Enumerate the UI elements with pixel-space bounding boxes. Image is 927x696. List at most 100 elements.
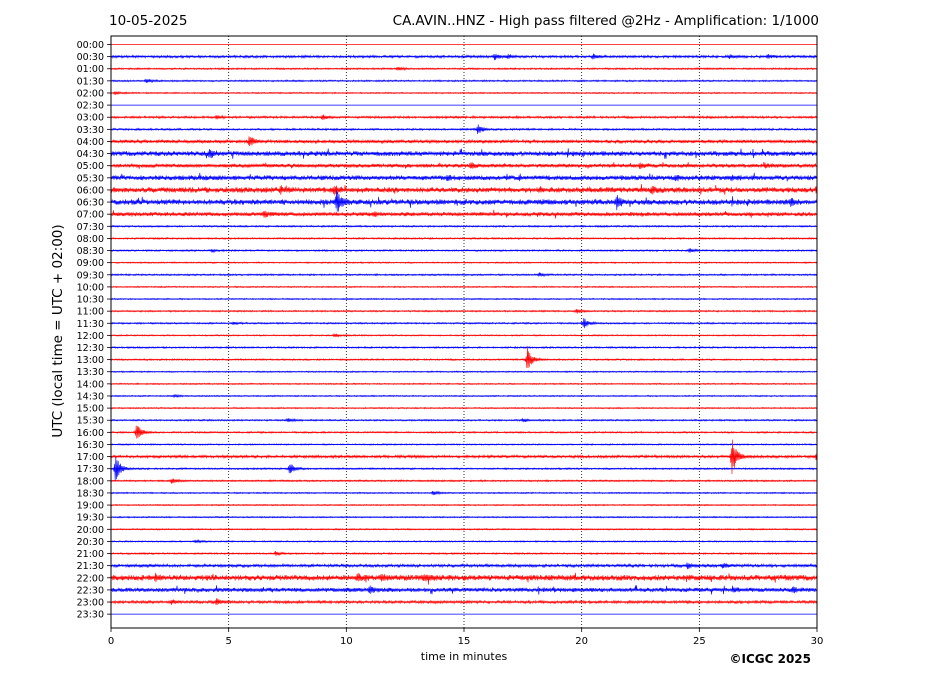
vertical-grid: [228, 36, 700, 628]
x-tick-label: 25: [693, 636, 706, 647]
y-tick-label: 15:00: [77, 404, 104, 415]
trace-0130: [110, 78, 817, 84]
trace-0930: [110, 272, 817, 277]
trace-0100: [110, 66, 817, 71]
y-tick-label: 15:30: [77, 416, 104, 427]
y-tick-label: 20:30: [77, 537, 104, 548]
trace-1630: [110, 443, 817, 446]
trace-1430: [110, 393, 817, 398]
trace-1730: [110, 457, 817, 482]
y-tick-label: 00:30: [77, 52, 104, 63]
y-tick-label: 12:00: [77, 331, 104, 342]
x-tick-label: 15: [458, 636, 471, 647]
y-tick-label: 04:00: [77, 137, 104, 148]
x-ticks: 0 5 10 15 20 25 30: [108, 628, 824, 647]
trace-1800: [110, 478, 817, 484]
y-tick-label: 10:00: [77, 282, 104, 293]
y-tick-label: 22:30: [77, 585, 104, 596]
y-tick-label: 18:00: [77, 476, 104, 487]
x-tick-label: 20: [575, 636, 588, 647]
copyright-credit: ©ICGC 2025: [729, 652, 811, 666]
y-tick-label: 11:30: [77, 319, 104, 330]
y-tick-label: 04:30: [77, 149, 104, 160]
y-tick-label: 21:00: [77, 549, 104, 560]
trace-0530: [110, 172, 817, 182]
trace-1200: [110, 333, 817, 338]
trace-1530: [110, 417, 817, 423]
y-tick-label: 13:00: [77, 355, 104, 366]
y-tick-label: 01:00: [77, 64, 104, 75]
trace-0500: [110, 161, 817, 170]
y-tick-label: 03:30: [77, 125, 104, 136]
trace-1930: [110, 515, 817, 519]
trace-0830: [110, 248, 817, 254]
y-tick-label: 14:30: [77, 391, 104, 402]
trace-1830: [110, 490, 817, 496]
x-tick-label: 5: [225, 636, 231, 647]
y-tick-label: 18:30: [77, 488, 104, 499]
y-tick-label: 09:00: [77, 258, 104, 269]
trace-2300: [110, 598, 817, 606]
trace-1300: [110, 347, 817, 369]
trace-0900: [110, 261, 817, 265]
y-tick-label: 21:30: [77, 561, 104, 572]
trace-1030: [110, 297, 817, 301]
y-tick-label: 08:00: [77, 234, 104, 245]
y-tick-label: 05:30: [77, 173, 104, 184]
y-tick-label: 19:30: [77, 513, 104, 524]
y-tick-label: 02:30: [77, 101, 104, 112]
trace-1900: [110, 503, 817, 507]
trace-2130: [110, 562, 817, 570]
x-tick-label: 30: [811, 636, 824, 647]
trace-2200: [110, 572, 817, 585]
trace-0600: [110, 184, 817, 196]
trace-1100: [110, 309, 817, 314]
plot-frame: [110, 35, 818, 629]
y-tick-label: 09:30: [77, 270, 104, 281]
y-tick-label: 08:30: [77, 246, 104, 257]
y-tick-label: 00:00: [77, 40, 104, 51]
trace-1600: [110, 425, 817, 439]
y-tick-label: 07:00: [77, 210, 104, 221]
y-tick-label: 13:30: [77, 367, 104, 378]
y-tick-label: 16:00: [77, 428, 104, 439]
y-tick-label: 07:30: [77, 222, 104, 233]
y-tick-label: 23:00: [77, 598, 104, 609]
trace-1230: [110, 345, 817, 350]
chart-title: CA.AVIN..HNZ - High pass filtered @2Hz -…: [393, 13, 819, 29]
y-tick-label: 14:00: [77, 379, 104, 390]
trace-2100: [110, 551, 817, 556]
trace-0630: [110, 190, 817, 212]
y-tick-label: 02:00: [77, 88, 104, 99]
trace-1700: [110, 439, 817, 475]
y-tick-label: 10:30: [77, 295, 104, 306]
y-tick-label: 23:30: [77, 610, 104, 621]
trace-0700: [110, 209, 817, 219]
trace-2000: [110, 527, 817, 531]
y-tick-label: 11:00: [77, 307, 104, 318]
trace-2230: [110, 585, 817, 595]
y-axis-label: UTC (local time = UTC + 02:00): [50, 224, 66, 437]
y-tick-label: 17:00: [77, 452, 104, 463]
x-axis-label: time in minutes: [421, 650, 508, 663]
trace-1130: [110, 318, 817, 329]
y-tick-label: 06:00: [77, 185, 104, 196]
y-tick-label: 12:30: [77, 343, 104, 354]
trace-0200: [110, 90, 817, 95]
y-tick-label: 16:30: [77, 440, 104, 451]
trace-0730: [110, 224, 817, 228]
x-tick-label: 10: [340, 636, 353, 647]
trace-1000: [110, 285, 817, 289]
trace-1330: [110, 370, 817, 374]
y-tick-label: 17:30: [77, 464, 104, 475]
y-tick-label: 19:00: [77, 501, 104, 512]
y-tick-label: 20:00: [77, 525, 104, 536]
trace-0030: [110, 53, 817, 61]
seismic-traces: [110, 53, 817, 606]
y-tick-label: 22:00: [77, 573, 104, 584]
trace-0330: [110, 124, 817, 134]
y-tick-label: 05:00: [77, 161, 104, 172]
trace-2030: [110, 538, 817, 544]
